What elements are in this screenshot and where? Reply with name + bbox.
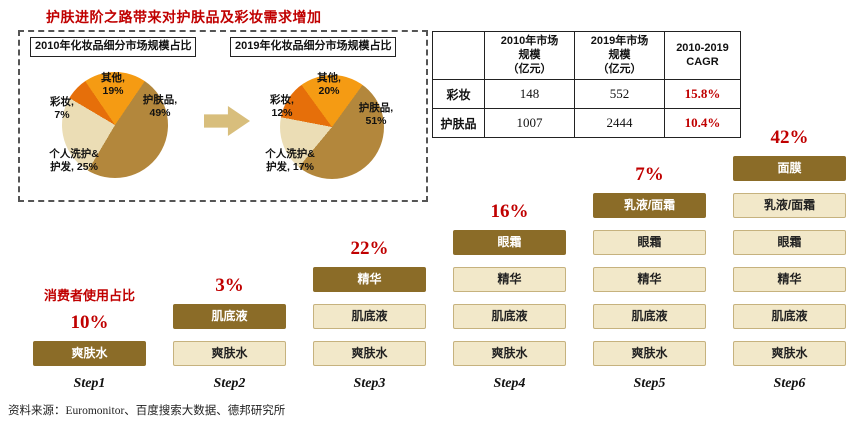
row-label: 护肤品 [432,108,485,139]
product-box: 爽肤水 [313,341,426,366]
product-box: 爽肤水 [733,341,846,366]
product-stack: 眼霜 精华 肌底液 爽肤水 [453,230,566,366]
product-box: 爽肤水 [593,341,706,366]
step-column-6: 42% 面膜 乳液/面霜 眼霜 精华 肌底液 爽肤水 Step6 [733,127,846,392]
product-box-new: 乳液/面霜 [593,193,706,218]
product-box: 肌底液 [593,304,706,329]
step-column-5: 7% 乳液/面霜 眼霜 精华 肌底液 爽肤水 Step5 [593,164,706,392]
pie-2019-label-makeup: 彩妆, 12% [270,94,294,119]
product-box: 肌底液 [313,304,426,329]
product-stack: 肌底液 爽肤水 [173,304,286,366]
step-label: Step3 [353,376,386,391]
pie-2019-chart [280,75,384,179]
market-size-table: 2010年市场 规模 （亿元） 2019年市场 规模 （亿元） 2010-201… [432,30,741,139]
usage-percent: 7% [635,164,664,185]
step-column-1: 消费者使用占比 10% 爽肤水 Step1 [33,285,146,392]
pie-2019-label-other: 其他, 20% [317,72,341,97]
product-box: 精华 [733,267,846,292]
consumer-usage-label: 消费者使用占比 [43,288,135,303]
step-label: Step5 [633,376,666,391]
cell-2019: 2444 [574,108,665,139]
pie-2010-chart [62,72,168,178]
usage-percent: 10% [70,312,109,333]
usage-percent: 22% [350,238,389,259]
product-box: 爽肤水 [453,341,566,366]
product-stack: 乳液/面霜 眼霜 精华 肌底液 爽肤水 [593,193,706,366]
usage-steps: 消费者使用占比 10% 爽肤水 Step1 3% 肌底液 爽肤水 Step2 2… [33,127,846,392]
step-column-2: 3% 肌底液 爽肤水 Step2 [173,275,286,392]
product-box-new: 眼霜 [453,230,566,255]
pie-2010-title: 2010年化妆品细分市场规模占比 [30,37,197,57]
table-header-2019: 2019年市场 规模 （亿元） [574,30,665,81]
usage-percent: 3% [215,275,244,296]
pie-2010-block: 2010年化妆品细分市场规模占比 其他, 19% 护肤品, 49% 个人洗护& … [24,36,224,198]
cell-cagr: 15.8% [664,79,741,110]
cell-2010: 148 [484,79,575,110]
page-title: 护肤进阶之路带来对护肤品及彩妆需求增加 [46,11,322,26]
row-label: 彩妆 [432,79,485,110]
product-box: 精华 [593,267,706,292]
product-stack: 爽肤水 [33,341,146,366]
step-label: Step6 [773,376,806,391]
table-header-cagr: 2010-2019 CAGR [664,30,741,81]
table-row-skincare: 护肤品 1007 2444 10.4% [432,108,741,139]
product-box: 肌底液 [733,304,846,329]
cell-cagr: 10.4% [664,108,741,139]
pie-2019-label-skincare: 护肤品, 51% [358,102,394,127]
pies-panel: 2010年化妆品细分市场规模占比 其他, 19% 护肤品, 49% 个人洗护& … [18,30,428,202]
product-box: 肌底液 [453,304,566,329]
table-header-2010: 2010年市场 规模 （亿元） [484,30,575,81]
product-box: 爽肤水 [173,341,286,366]
usage-percent: 42% [770,127,809,148]
product-box-new: 精华 [313,267,426,292]
cell-2010: 1007 [484,108,575,139]
pie-2019-label-personal-care: 个人洗护& 护发, 17% [265,148,315,173]
product-box: 眼霜 [733,230,846,255]
source-note: 资料来源：Euromonitor、百度搜索大数据、德邦研究所 [8,405,286,417]
pie-2019-title: 2019年化妆品细分市场规模占比 [230,37,397,57]
step-column-4: 16% 眼霜 精华 肌底液 爽肤水 Step4 [453,201,566,392]
product-box: 眼霜 [593,230,706,255]
table-header-row: 2010年市场 规模 （亿元） 2019年市场 规模 （亿元） 2010-201… [432,30,741,81]
step-label: Step2 [213,376,246,391]
cell-2019: 552 [574,79,665,110]
pie-2019-block: 2019年化妆品细分市场规模占比 其他, 20% 护肤品, 51% 个人洗护& … [224,36,424,198]
product-box-new: 肌底液 [173,304,286,329]
usage-percent: 16% [490,201,529,222]
product-box-new: 面膜 [733,156,846,181]
product-box-new: 爽肤水 [33,341,146,366]
pie-2010-label-skincare: 护肤品, 49% [142,94,178,119]
pie-2010-label-makeup: 彩妆, 7% [50,96,74,121]
step-column-3: 22% 精华 肌底液 爽肤水 Step3 [313,238,426,392]
pie-2010-label-other: 其他, 19% [101,72,125,97]
step-label: Step1 [73,376,106,391]
table-row-makeup: 彩妆 148 552 15.8% [432,79,741,110]
table-corner-cell [432,30,485,81]
product-box: 精华 [453,267,566,292]
product-stack: 精华 肌底液 爽肤水 [313,267,426,366]
pie-2010-label-personal-care: 个人洗护& 护发, 25% [49,148,99,173]
product-box: 乳液/面霜 [733,193,846,218]
step-label: Step4 [493,376,526,391]
product-stack: 面膜 乳液/面霜 眼霜 精华 肌底液 爽肤水 [733,156,846,366]
